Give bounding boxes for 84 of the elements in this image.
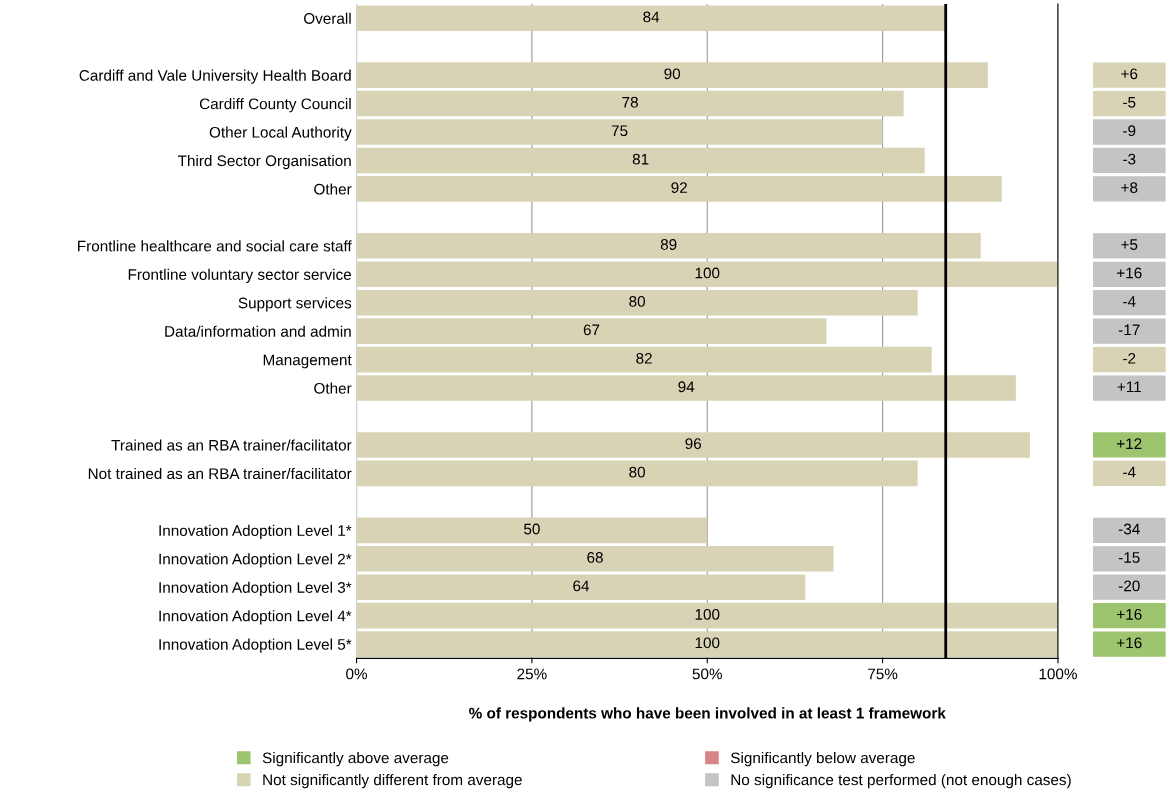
data-label: 89	[660, 239, 677, 250]
y-tick-label: Support services	[238, 297, 352, 312]
bar	[356, 375, 1016, 401]
y-tick-label: Not trained as an RBA trainer/facilitator	[88, 467, 352, 480]
y-tick-label: Third Sector Organisation	[177, 154, 351, 170]
y-tick-label: Other Local Authority	[209, 126, 352, 141]
legend-label: Significantly above average	[262, 752, 449, 767]
x-tick-label: 50%	[692, 668, 722, 680]
data-label: 80	[629, 466, 646, 478]
y-tick-label: Frontline voluntary sector service	[128, 268, 352, 283]
bar	[356, 545, 834, 572]
text: -20	[1118, 580, 1140, 592]
text: -4	[1123, 466, 1136, 478]
data-label: 81	[632, 153, 649, 165]
bar	[356, 176, 1002, 202]
bar	[356, 147, 925, 174]
x-tick-label: 0%	[346, 668, 368, 680]
text: +8	[1121, 182, 1138, 194]
y-tick-label: Innovation Adoption Level 1*	[159, 524, 352, 540]
data-label: 68	[587, 552, 603, 563]
bar	[356, 602, 1058, 629]
text: +16	[1117, 637, 1142, 649]
text: +16	[1117, 608, 1142, 620]
bar	[356, 5, 946, 32]
y-tick-label: Other	[314, 183, 352, 195]
y-tick-label: Other	[314, 382, 352, 394]
y-tick-label: Data/information and admin	[165, 325, 351, 337]
bar	[356, 574, 806, 601]
y-tick-label: Innovation Adoption Level 4*	[159, 610, 352, 625]
bar	[356, 289, 918, 316]
text: -5	[1123, 97, 1136, 108]
data-label: 80	[629, 296, 646, 307]
y-tick-label: Frontline healthcare and social care staff	[78, 240, 352, 252]
bar	[356, 90, 904, 117]
data-label: 84	[643, 11, 660, 23]
data-label: 100	[695, 608, 720, 620]
data-label: 82	[636, 352, 652, 364]
x-tick-label: 100%	[1039, 668, 1077, 680]
text: +11	[1117, 381, 1141, 393]
text: +16	[1117, 267, 1142, 279]
data-label: 96	[685, 438, 702, 450]
y-tick-label: Innovation Adoption Level 5*	[159, 638, 352, 653]
legend-label: No significance test performed (not enough cases)	[731, 774, 1071, 789]
bar	[356, 460, 918, 487]
data-label: 50	[524, 523, 540, 535]
data-label: 90	[664, 68, 681, 80]
bar	[356, 432, 1030, 458]
data-label: 94	[678, 381, 695, 393]
x-tick-label: 25%	[517, 668, 547, 680]
text: +6	[1121, 68, 1138, 80]
text: -34	[1118, 523, 1140, 535]
text: -17	[1118, 324, 1140, 336]
text: -9	[1123, 125, 1136, 137]
y-tick-label: Cardiff and Vale University Health Board	[79, 69, 351, 84]
y-tick-label: Innovation Adoption Level 2*	[159, 553, 352, 568]
y-tick-label: Cardiff County Council	[199, 98, 351, 113]
y-tick-label: Trained as an RBA trainer/facilitator	[111, 439, 352, 451]
bar	[356, 318, 827, 344]
text: +12	[1117, 438, 1142, 449]
text: -3	[1123, 153, 1136, 165]
y-tick-label: Innovation Adoption Level 3*	[159, 581, 352, 596]
data-label: 67	[583, 324, 600, 336]
bar	[356, 233, 981, 259]
y-tick-label: Overall	[304, 12, 351, 24]
text: -2	[1123, 352, 1136, 364]
y-tick-label: Management	[263, 354, 352, 369]
x-tick-label: 75%	[868, 668, 898, 680]
bar	[356, 62, 988, 88]
data-label: 92	[671, 182, 687, 194]
x-axis-title: % of respondents who have been involved in at least 1 framework	[469, 707, 946, 722]
bar	[356, 261, 1058, 288]
bar	[356, 517, 708, 544]
legend-label: Not significantly different from average	[263, 774, 522, 789]
legend-label: Significantly below average	[730, 752, 915, 767]
text: -15	[1118, 552, 1140, 563]
data-label: 100	[695, 267, 720, 279]
data-label: 100	[695, 637, 720, 649]
data-label: 64	[573, 580, 590, 592]
data-label: 78	[622, 96, 638, 108]
bar	[356, 346, 932, 373]
text: -4	[1123, 296, 1136, 307]
bar	[356, 119, 883, 145]
text: +5	[1121, 239, 1138, 250]
data-label: 75	[611, 125, 628, 137]
